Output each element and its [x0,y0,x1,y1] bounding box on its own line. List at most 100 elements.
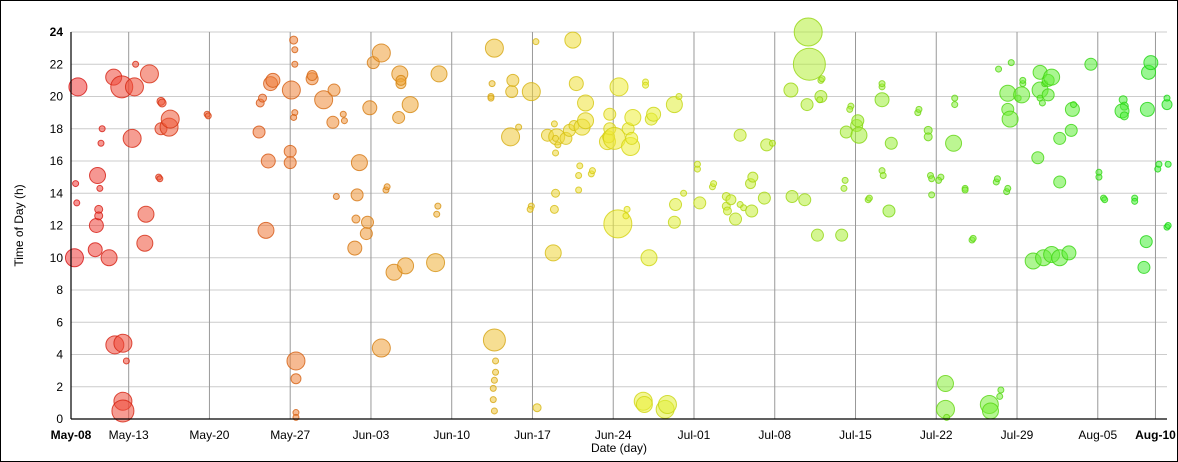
data-point[interactable] [923,132,933,142]
data-point[interactable] [340,117,348,125]
data-point[interactable] [667,215,681,229]
data-point[interactable] [98,125,106,133]
data-point[interactable] [1131,197,1139,205]
data-point[interactable] [132,60,140,68]
data-point[interactable] [768,139,776,147]
data-point[interactable] [995,65,1003,73]
data-point[interactable] [1070,101,1078,109]
data-point[interactable] [693,160,701,168]
data-point[interactable] [426,253,446,273]
data-point[interactable] [327,83,341,97]
data-point[interactable] [137,205,155,223]
data-point[interactable] [1155,160,1163,168]
data-point[interactable] [1139,101,1155,117]
data-point[interactable] [642,81,650,89]
data-point[interactable] [290,373,302,385]
data-point[interactable] [72,180,80,188]
data-point[interactable] [1043,68,1061,86]
data-point[interactable] [291,60,299,68]
data-point[interactable] [798,193,812,207]
data-point[interactable] [1053,131,1067,145]
data-point[interactable] [745,204,759,218]
data-point[interactable] [993,175,1001,183]
data-point[interactable] [757,191,771,205]
data-point[interactable] [575,172,583,180]
data-point[interactable] [291,46,299,54]
data-point[interactable] [564,31,582,49]
data-point[interactable] [89,167,107,185]
data-point[interactable] [935,176,943,184]
data-point[interactable] [969,234,977,242]
data-point[interactable] [100,249,118,267]
data-point[interactable] [1004,184,1012,192]
data-point[interactable] [332,192,340,200]
data-point[interactable] [339,110,347,118]
data-point[interactable] [430,65,448,83]
data-point[interactable] [816,96,824,104]
data-point[interactable] [1031,151,1045,165]
data-point[interactable] [568,76,584,92]
data-point[interactable] [1064,123,1078,137]
data-point[interactable] [505,85,519,99]
data-point[interactable] [835,228,849,242]
data-point[interactable] [1001,110,1019,128]
data-point[interactable] [347,240,363,256]
data-point[interactable] [1038,99,1046,107]
data-point[interactable] [851,114,865,128]
data-point[interactable] [554,141,562,149]
data-point[interactable] [1061,245,1077,261]
data-point[interactable] [783,82,799,98]
data-point[interactable] [258,93,268,103]
data-point[interactable] [552,149,560,157]
data-point[interactable] [392,110,406,124]
data-point[interactable] [350,188,364,202]
data-point[interactable] [1164,222,1172,229]
data-point[interactable] [1095,168,1103,176]
data-point[interactable] [1041,88,1055,102]
data-point[interactable] [577,112,595,130]
data-point[interactable] [1084,57,1098,71]
data-point[interactable] [97,139,105,147]
data-point[interactable] [501,127,521,147]
data-point[interactable] [841,176,849,184]
data-point[interactable] [675,93,683,100]
data-point[interactable] [283,144,297,158]
data-point[interactable] [371,338,391,358]
data-point[interactable] [87,242,103,258]
data-point[interactable] [640,249,658,267]
data-point[interactable] [94,211,104,221]
data-point[interactable] [487,94,495,102]
data-point[interactable] [577,94,595,112]
data-point[interactable] [800,98,814,112]
data-point[interactable] [874,92,890,108]
data-point[interactable] [526,205,534,213]
data-point[interactable] [747,171,759,183]
data-point[interactable] [981,402,999,420]
data-point[interactable] [915,105,923,113]
data-point[interactable] [793,17,823,47]
data-point[interactable] [434,202,442,210]
data-point[interactable] [492,368,500,376]
data-point[interactable] [657,394,677,414]
data-point[interactable] [157,98,167,108]
data-point[interactable] [532,403,542,413]
data-point[interactable] [729,212,743,226]
data-point[interactable] [961,186,969,194]
data-point[interactable] [549,204,559,214]
data-point[interactable] [1101,196,1109,204]
data-point[interactable] [669,198,683,212]
data-point[interactable] [725,194,737,206]
data-point[interactable] [506,73,520,87]
data-point[interactable] [1143,55,1159,71]
data-point[interactable] [433,210,441,218]
data-point[interactable] [490,376,498,384]
data-point[interactable] [722,206,732,216]
data-point[interactable] [204,112,212,120]
data-point[interactable] [936,375,954,393]
data-point[interactable] [283,156,297,170]
data-point[interactable] [551,188,561,198]
data-point[interactable] [490,407,498,415]
data-point[interactable] [552,134,560,142]
data-point[interactable] [68,77,88,97]
data-point[interactable] [622,212,630,220]
